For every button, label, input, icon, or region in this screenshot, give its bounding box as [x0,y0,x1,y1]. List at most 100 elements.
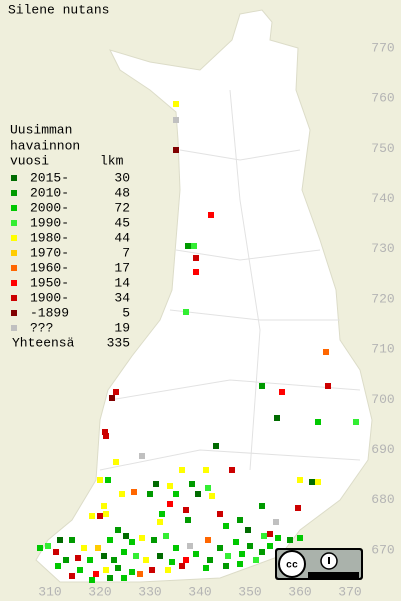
observation-square [323,349,329,355]
observation-square [123,533,129,539]
observation-square [217,511,223,517]
y-grid-label: 710 [371,342,394,357]
observation-square [159,511,165,517]
observation-square [103,567,109,573]
observation-square [173,101,179,107]
legend-count: 17 [114,260,130,275]
legend-label: 1990- [30,215,69,230]
observation-square [69,537,75,543]
observation-square [139,535,145,541]
observation-square [113,389,119,395]
observation-square [173,117,179,123]
observation-square [297,535,303,541]
legend-count: 34 [114,290,130,305]
observation-square [315,479,321,485]
observation-square [103,433,109,439]
y-grid-label: 750 [371,141,394,156]
legend-label: -1899 [30,305,69,320]
x-grid-label: 370 [338,584,361,599]
observation-square [183,557,189,563]
legend-heading: havainnon [10,138,80,153]
observation-square [185,243,191,249]
x-grid-label: 330 [138,584,161,599]
legend-count: 45 [114,215,130,230]
observation-square [55,563,61,569]
observation-square [45,543,51,549]
region-borders [99,89,361,471]
observation-square [173,147,179,153]
observation-square [259,503,265,509]
observation-square [173,545,179,551]
observation-square [273,519,279,525]
x-grid-label: 360 [288,584,311,599]
observation-square [183,507,189,513]
y-grid-label: 670 [371,542,394,557]
legend-count: 30 [114,170,130,185]
legend-count-header: lkm [100,153,124,168]
legend-swatch [11,250,17,256]
observation-square [259,383,265,389]
observation-square [173,491,179,497]
legend-total-label: Yhteensä [12,335,75,350]
observations [37,101,359,583]
title: Silene nutans [8,2,109,17]
observation-square [139,453,145,459]
y-grid-label: 700 [371,392,394,407]
observation-square [95,545,101,551]
observation-square [207,557,213,563]
observation-square [297,477,303,483]
observation-square [87,557,93,563]
observation-square [115,527,121,533]
observation-square [101,503,107,509]
observation-square [113,459,119,465]
observation-square [129,539,135,545]
observation-square [119,491,125,497]
observation-square [107,575,113,581]
legend-count: 72 [114,200,130,215]
observation-square [213,443,219,449]
observation-square [151,537,157,543]
observation-square [274,415,280,421]
y-grid-label: 740 [371,191,394,206]
observation-square [191,243,197,249]
observation-square [121,549,127,555]
legend-swatch [11,295,17,301]
legend-label: 2010- [30,185,69,200]
svg-text:cc: cc [286,561,298,572]
observation-square [208,212,214,218]
observation-square [179,467,185,473]
observation-square [205,537,211,543]
observation-square [111,557,117,563]
observation-square [315,419,321,425]
observation-square [153,481,159,487]
observation-square [131,489,137,495]
observation-square [193,255,199,261]
observation-square [179,563,185,569]
legend-count: 5 [122,305,130,320]
legend-count: 48 [114,185,130,200]
observation-square [137,571,143,577]
observation-square [157,553,163,559]
country-outline [35,9,373,583]
observation-square [77,567,83,573]
observation-square [129,569,135,575]
observation-square [279,389,285,395]
observation-square [223,523,229,529]
observation-square [259,549,265,555]
observation-square [37,545,43,551]
observation-square [133,553,139,559]
legend-swatch [11,235,17,241]
legend-swatch [11,190,17,196]
observation-square [97,513,103,519]
legend-swatch [11,175,17,181]
observation-square [169,559,175,565]
observation-square [102,429,108,435]
legend-swatch [11,205,17,211]
observation-square [237,517,243,523]
observation-square [107,537,113,543]
y-grid-label: 680 [371,492,394,507]
observation-square [115,565,121,571]
observation-square [275,535,281,541]
observation-square [109,395,115,401]
legend-heading: Uusimman [10,122,72,137]
